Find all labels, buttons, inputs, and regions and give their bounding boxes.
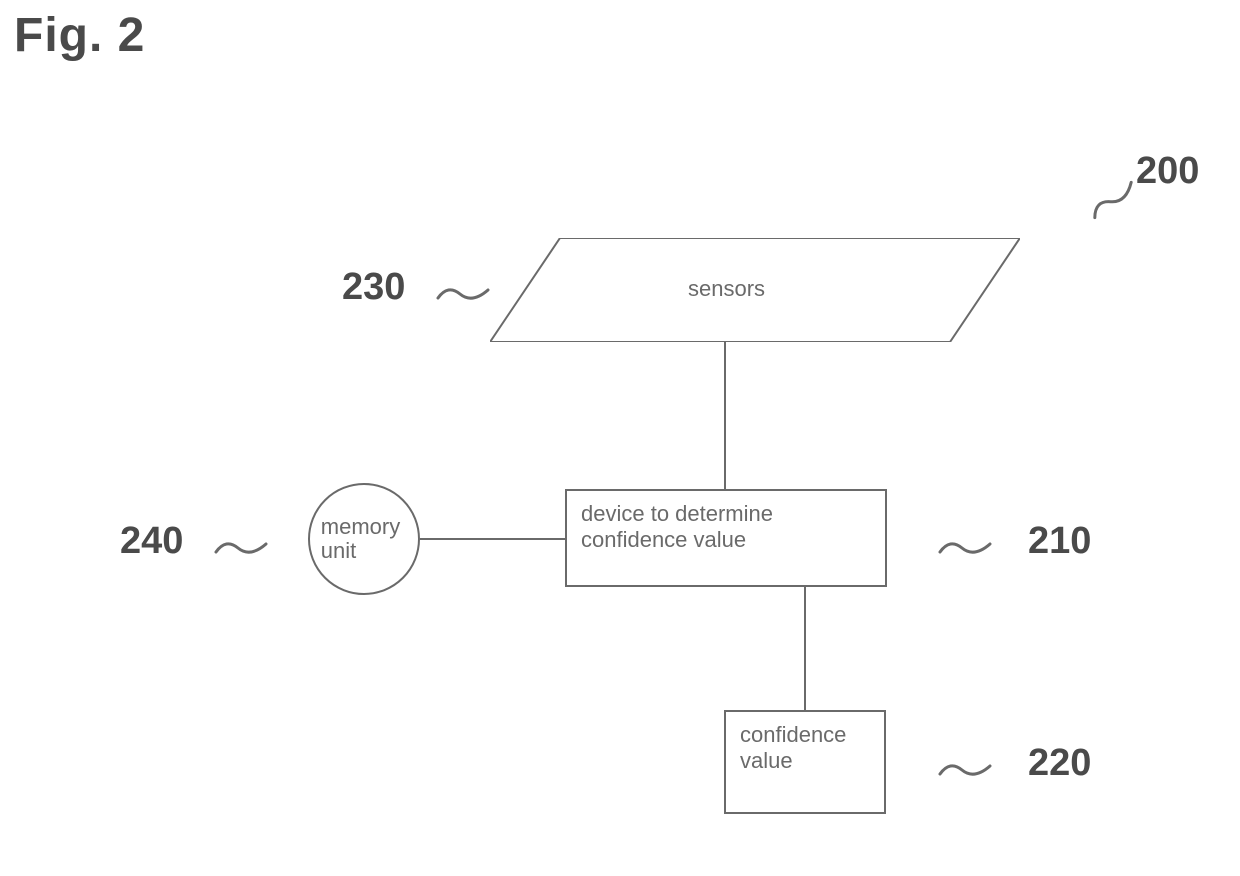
- figure-title: Fig. 2: [14, 8, 145, 63]
- connector-memory-device: [420, 538, 565, 540]
- tilde-200: [1085, 176, 1141, 223]
- ref-label-240: 240: [120, 520, 183, 563]
- tilde-210: [938, 538, 992, 558]
- ref-label-200: 200: [1136, 150, 1199, 193]
- sensors-label: sensors: [688, 276, 765, 302]
- memory-label: memory unit: [321, 515, 407, 563]
- ref-label-210: 210: [1028, 520, 1091, 563]
- device-node: device to determine confidence value: [565, 489, 887, 587]
- device-label: device to determine confidence value: [581, 501, 871, 553]
- confidence-node: confidence value: [724, 710, 886, 814]
- tilde-230: [436, 284, 490, 304]
- tilde-240: [214, 538, 268, 558]
- confidence-label: confidence value: [740, 722, 870, 774]
- connector-sensors-device: [724, 342, 726, 489]
- tilde-220: [938, 760, 992, 780]
- connector-device-confidence: [804, 587, 806, 710]
- ref-label-230: 230: [342, 266, 405, 309]
- memory-node: memory unit: [308, 483, 420, 595]
- ref-label-220: 220: [1028, 742, 1091, 785]
